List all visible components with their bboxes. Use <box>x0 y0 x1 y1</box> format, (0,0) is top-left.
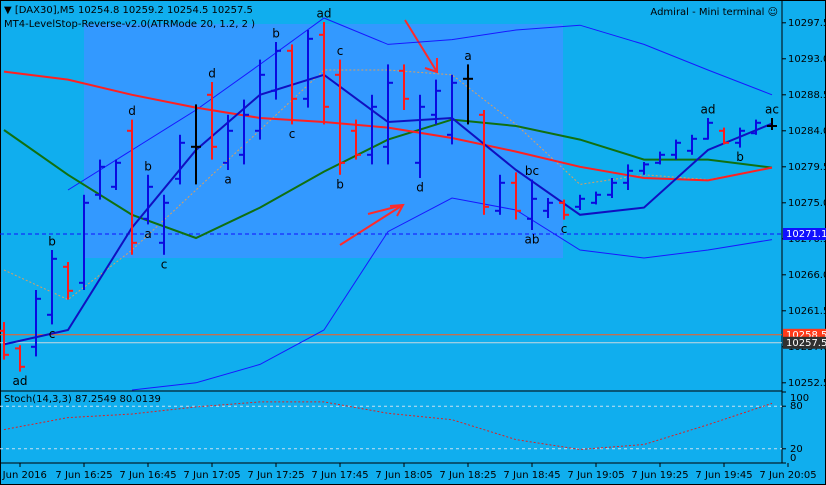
level-label: 10258.5 <box>786 330 826 341</box>
wave-label: a <box>464 49 471 63</box>
wave-label: b <box>144 159 152 173</box>
y-tick-label: 10293.0 <box>788 54 826 65</box>
wave-label: b <box>272 27 280 41</box>
y-tick-label: 100 <box>790 393 809 404</box>
wave-label: c <box>289 127 296 141</box>
stoch-title: Stoch(14,3,3) 87.2549 80.0139 <box>4 394 161 405</box>
wave-label: c <box>49 327 56 341</box>
x-tick-label: 7 Jun 16:25 <box>55 470 112 481</box>
arrow <box>367 204 404 215</box>
wave-label: d <box>128 104 136 118</box>
arrow-head <box>424 58 438 74</box>
wave-label: a <box>144 227 151 241</box>
arrows <box>339 19 438 246</box>
wave-label: ac <box>765 103 779 117</box>
x-tick-label: 7 Jun 17:45 <box>311 470 368 481</box>
wave-label: d <box>416 181 424 195</box>
x-tick-label: 7 Jun 18:45 <box>503 470 560 481</box>
y-tick-label: 80 <box>790 401 803 412</box>
wave-label: bc <box>525 164 539 178</box>
wave-label: d <box>208 67 216 81</box>
x-tick-label: 7 Jun 16:45 <box>119 470 176 481</box>
wave-label: ad <box>701 103 716 117</box>
terminal-label: Admiral - Mini terminal ☺ <box>650 7 778 18</box>
x-tick-label: 7 Jun 17:05 <box>183 470 240 481</box>
wave-label: b <box>48 235 56 249</box>
indicator-line <box>131 197 773 391</box>
level-label: 10257.5 <box>786 338 826 349</box>
wave-label: b <box>736 150 744 164</box>
y-tick-label: 10261.5 <box>788 306 826 317</box>
wave-label: c <box>161 257 168 271</box>
x-tick-label: 7 Jun 20:05 <box>759 470 816 481</box>
wave-label: ad <box>317 7 332 21</box>
y-tick-label: 0 <box>790 453 796 464</box>
indicator-name: MT4-LevelStop-Reverse-v2.0(ATRMode 20, 1… <box>4 19 255 30</box>
x-tick-label: 7 Jun 18:05 <box>375 470 432 481</box>
indicator-line <box>3 401 773 451</box>
y-tick-label: 20 <box>790 444 803 455</box>
wave-label: ad <box>13 374 28 388</box>
y-tick-label: 10288.5 <box>788 90 826 101</box>
level-box <box>783 336 826 349</box>
x-tick-label: 7 Jun 19:45 <box>695 470 752 481</box>
level-box <box>783 228 826 240</box>
y-tick-label: 10266.0 <box>788 270 826 281</box>
wave-label: c <box>561 222 568 236</box>
x-tick-label: 7 Jun 18:25 <box>439 470 496 481</box>
arrow <box>339 204 404 246</box>
arrow-head <box>389 203 405 217</box>
x-tick-label: 7 Jun 19:25 <box>631 470 688 481</box>
wave-label: c <box>337 44 344 58</box>
y-tick-label: 10275.0 <box>788 198 826 209</box>
indicator-line <box>67 17 773 191</box>
wave-label: ab <box>525 233 540 247</box>
wave-label: b <box>336 177 344 191</box>
y-tick-label: 10297.5 <box>788 18 826 29</box>
chart-title: ▼ [DAX30],M5 10254.8 10259.2 10254.5 102… <box>4 5 253 16</box>
wave-label: a <box>224 173 231 187</box>
y-tick-label: 10284.0 <box>788 126 826 137</box>
y-tick-label: 10252.5 <box>788 378 826 389</box>
x-tick-label: 7 Jun 19:05 <box>567 470 624 481</box>
level-label: 10271.1 <box>786 229 826 240</box>
y-tick-label: 10279.5 <box>788 162 826 173</box>
x-tick-label: 7 Jun 17:25 <box>247 470 304 481</box>
arrow <box>404 19 438 73</box>
x-tick-label: 7 Jun 2016 <box>0 470 47 481</box>
